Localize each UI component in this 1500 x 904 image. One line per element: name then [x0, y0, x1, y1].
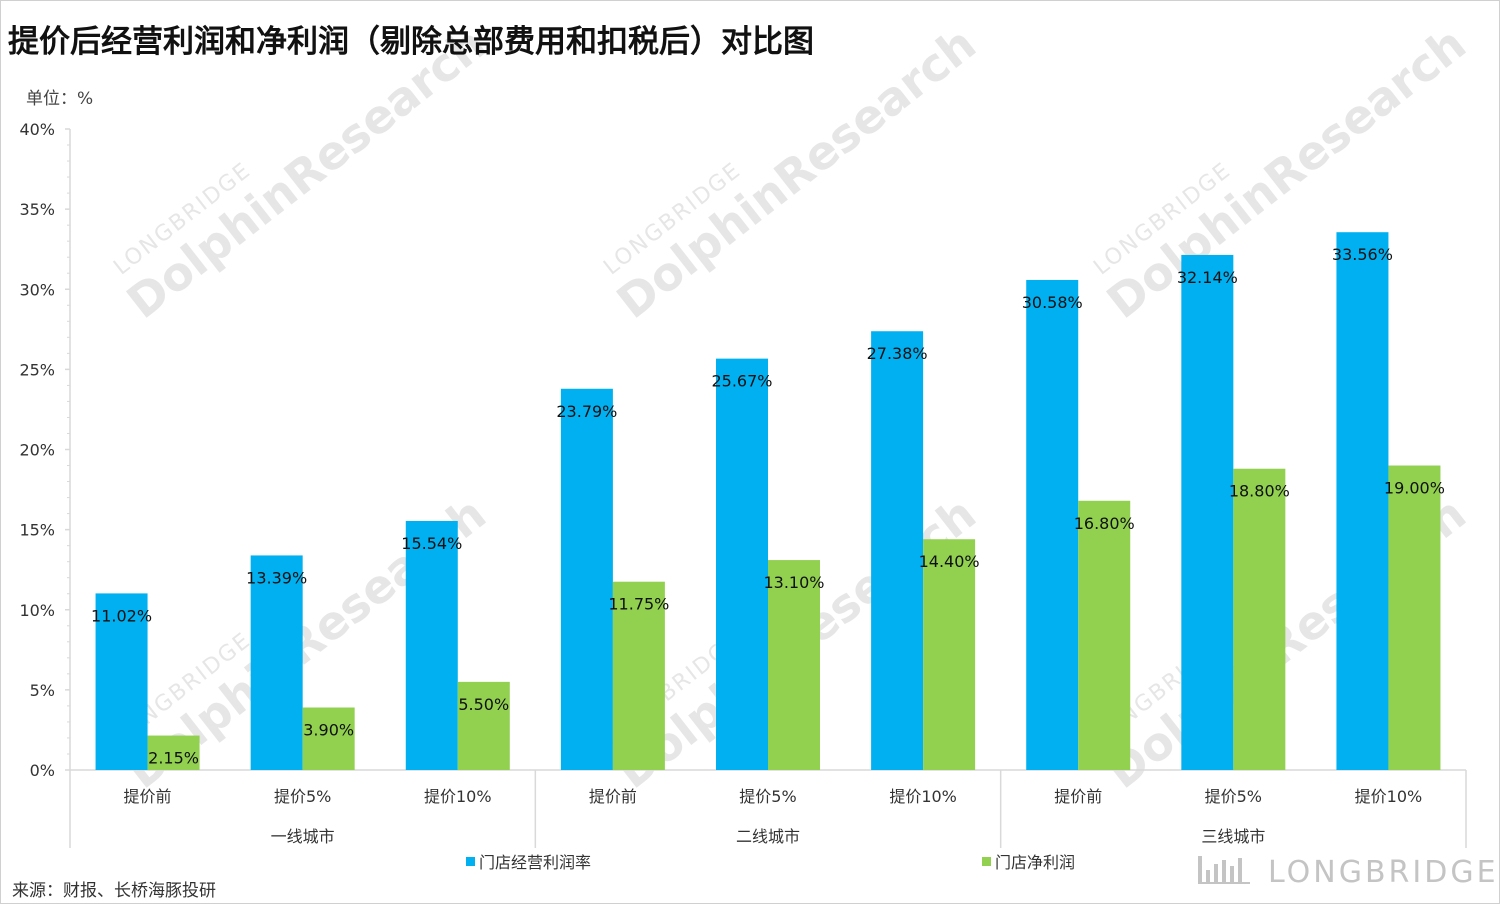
x-category-label: 提价前 — [124, 787, 172, 806]
y-tick-label: 20% — [19, 441, 55, 460]
y-tick-label: 25% — [19, 360, 55, 379]
x-category-label: 提价5% — [739, 787, 796, 806]
data-label-net-profit: 3.90% — [303, 721, 354, 740]
chart-title: 提价后经营利润和净利润（剔除总部费用和扣税后）对比图 — [8, 24, 814, 60]
x-category-label: 提价前 — [1054, 787, 1102, 806]
x-group-label: 一线城市 — [271, 827, 335, 846]
bar-operating-margin — [405, 520, 458, 770]
legend-label: 门店经营利润率 — [479, 853, 591, 872]
brand-wordmark: LONGBRIDGE — [1268, 855, 1499, 890]
legend-label: 门店净利润 — [995, 853, 1075, 872]
bar-operating-margin — [560, 388, 613, 770]
y-tick-label: 40% — [19, 120, 55, 139]
data-label-net-profit: 16.80% — [1074, 514, 1135, 533]
y-tick-label: 15% — [19, 521, 55, 540]
bar-operating-margin — [1026, 279, 1079, 770]
bar-net-profit — [612, 581, 665, 770]
bar-net-profit — [302, 707, 355, 770]
x-category-label: 提价5% — [274, 787, 331, 806]
data-label-net-profit: 19.00% — [1384, 479, 1445, 498]
data-label-operating-margin: 23.79% — [556, 402, 617, 421]
bar-net-profit — [457, 681, 510, 770]
legend-swatch — [982, 857, 991, 866]
bar-net-profit — [147, 735, 200, 770]
data-label-net-profit: 18.80% — [1229, 482, 1290, 501]
x-group-label: 三线城市 — [1201, 827, 1265, 846]
bar-net-profit — [1078, 500, 1131, 770]
y-tick-label: 0% — [30, 761, 55, 780]
bar-operating-margin — [1181, 254, 1234, 771]
source-note: 来源：财报、长桥海豚投研 — [12, 881, 216, 901]
legend-swatch — [466, 857, 475, 866]
data-label-operating-margin: 32.14% — [1177, 268, 1238, 287]
x-category-label: 提价10% — [1355, 787, 1423, 806]
x-group-label: 二线城市 — [736, 827, 800, 846]
x-category-label: 提价5% — [1205, 787, 1262, 806]
data-label-operating-margin: 30.58% — [1022, 293, 1083, 312]
y-tick-label: 5% — [30, 681, 55, 700]
unit-label: 单位：% — [26, 89, 94, 109]
bar-operating-margin — [1336, 232, 1389, 771]
longbridge-logo-icon — [1198, 856, 1250, 884]
bar-net-profit — [1233, 468, 1286, 770]
y-tick-label: 10% — [19, 601, 55, 620]
data-label-operating-margin: 27.38% — [867, 344, 928, 363]
x-category-label: 提价10% — [889, 787, 957, 806]
data-label-net-profit: 14.40% — [919, 552, 980, 571]
data-label-operating-margin: 25.67% — [711, 372, 772, 391]
bar-operating-margin — [871, 331, 924, 770]
data-label-net-profit: 13.10% — [763, 573, 824, 592]
bar-net-profit — [1388, 465, 1441, 770]
bar-net-profit — [768, 560, 820, 770]
y-tick-label: 35% — [19, 200, 55, 219]
data-label-net-profit: 2.15% — [148, 749, 199, 768]
data-label-operating-margin: 11.02% — [91, 606, 152, 625]
bar-operating-margin — [250, 555, 303, 770]
bar-operating-margin — [95, 593, 148, 770]
data-label-operating-margin: 13.39% — [246, 568, 307, 587]
data-label-net-profit: 5.50% — [458, 695, 509, 714]
y-tick-label: 30% — [19, 280, 55, 299]
data-label-operating-margin: 33.56% — [1332, 245, 1393, 264]
data-label-operating-margin: 15.54% — [401, 534, 462, 553]
x-category-label: 提价10% — [424, 787, 492, 806]
x-category-label: 提价前 — [589, 787, 637, 806]
data-label-net-profit: 11.75% — [608, 595, 669, 614]
bar-operating-margin — [716, 358, 768, 770]
bar-net-profit — [923, 539, 976, 770]
